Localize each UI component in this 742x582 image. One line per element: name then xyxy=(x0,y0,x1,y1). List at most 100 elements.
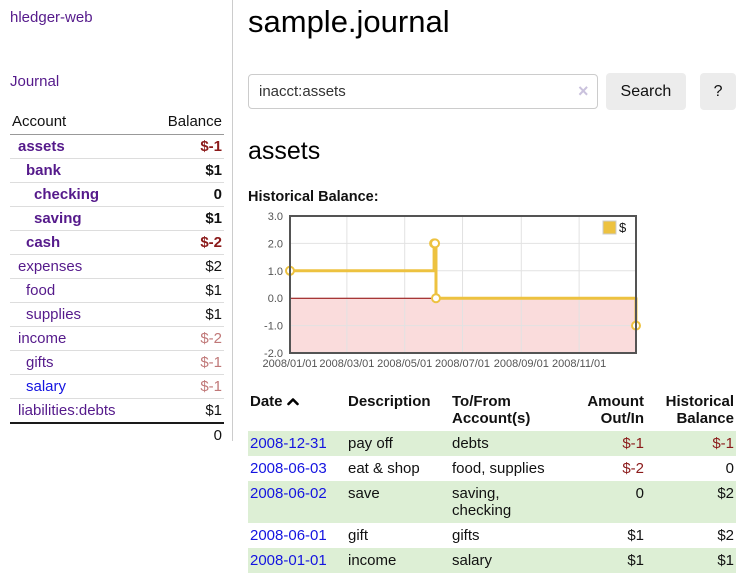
transaction-date-link[interactable]: 2008-06-02 xyxy=(250,485,327,502)
transaction-accounts: gifts xyxy=(452,527,480,544)
table-row: 2008-06-03 eat & shop food, supplies $-2… xyxy=(248,456,736,481)
svg-text:$: $ xyxy=(619,220,627,235)
account-link-gifts[interactable]: gifts xyxy=(26,354,54,371)
account-row-checking: checking 0 xyxy=(10,182,224,207)
account-balance: 0 xyxy=(147,182,224,207)
transaction-balance: $2 xyxy=(717,527,734,544)
transaction-balance: $-1 xyxy=(712,435,734,452)
transaction-amount: 0 xyxy=(635,485,644,502)
svg-text:-1.0: -1.0 xyxy=(264,321,283,333)
transaction-balance: 0 xyxy=(725,460,734,477)
account-row-gifts: gifts $-1 xyxy=(10,350,224,375)
table-row: 2008-01-01 income salary $1 $1 xyxy=(248,548,736,573)
account-row-expenses: expenses $2 xyxy=(10,254,224,279)
table-row: 2008-06-02 save saving, checking 0 $2 xyxy=(248,481,736,523)
svg-text:2008/09/01: 2008/09/01 xyxy=(494,358,549,370)
account-column-header: Account xyxy=(10,111,148,135)
search-form: × Search ? xyxy=(248,73,736,110)
transaction-date-link[interactable]: 2008-06-03 xyxy=(250,460,327,477)
account-link-checking[interactable]: checking xyxy=(34,186,100,203)
account-row-income: income $-2 xyxy=(10,326,224,351)
account-link-saving[interactable]: saving xyxy=(34,210,82,227)
transaction-description: pay off xyxy=(348,435,393,452)
account-balance: $1 xyxy=(147,278,224,303)
accounts-total-value: 0 xyxy=(147,422,224,447)
search-button[interactable]: Search xyxy=(605,73,687,110)
transaction-amount: $1 xyxy=(627,552,644,569)
account-balance: $1 xyxy=(147,302,224,327)
historical-balance-chart: 3.0 2.0 1.0 0.0 -1.0 -2.0 2008/01/01 2008/03/01… xyxy=(248,211,642,374)
account-link-assets[interactable]: assets xyxy=(18,138,65,155)
sidebar: hledger-web Journal Account Balance asse… xyxy=(0,0,233,447)
account-balance: $-1 xyxy=(147,350,224,375)
sort-asc-icon xyxy=(286,393,299,410)
sidebar-item-journal[interactable]: Journal xyxy=(10,73,60,90)
account-row-food: food $1 xyxy=(10,278,224,303)
help-button[interactable]: ? xyxy=(700,73,736,110)
transaction-accounts: debts xyxy=(452,435,489,452)
balance-column-header: Balance xyxy=(147,111,224,135)
svg-text:2008/05/01: 2008/05/01 xyxy=(377,358,432,370)
svg-text:1.0: 1.0 xyxy=(268,266,283,278)
account-link-supplies[interactable]: supplies xyxy=(26,306,82,323)
register-table-header: Date Description To/From Account(s) Amou… xyxy=(248,391,736,431)
chart-title: Historical Balance: xyxy=(248,189,379,205)
transaction-description: income xyxy=(348,552,397,569)
accounts-column-header: To/From Account(s) xyxy=(452,393,531,427)
account-row-saving: saving $1 xyxy=(10,206,224,231)
transaction-accounts: food, supplies xyxy=(452,460,545,477)
transaction-date-link[interactable]: 2008-01-01 xyxy=(250,552,327,569)
svg-text:2008/11/01: 2008/11/01 xyxy=(552,358,606,370)
transaction-accounts: salary xyxy=(452,552,493,569)
transaction-amount: $-2 xyxy=(622,460,644,477)
accounts-total-row: 0 xyxy=(10,422,224,447)
transaction-date-link[interactable]: 2008-06-01 xyxy=(250,527,327,544)
transaction-accounts: saving, checking xyxy=(452,485,512,519)
svg-text:2008/01/01: 2008/01/01 xyxy=(262,358,317,370)
account-row-salary: salary $-1 xyxy=(10,374,224,399)
accounts-table: Account Balance assets $-1 bank $1 check… xyxy=(10,111,224,447)
page-title: sample.journal xyxy=(248,4,450,39)
table-row: 2008-06-01 gift gifts $1 $2 xyxy=(248,523,736,548)
account-row-bank: bank $1 xyxy=(10,158,224,183)
account-link-liabilities-debts[interactable]: liabilities:debts xyxy=(18,402,116,419)
transaction-amount: $-1 xyxy=(622,435,644,452)
account-link-bank[interactable]: bank xyxy=(26,162,62,179)
account-balance: $-1 xyxy=(147,134,224,159)
search-input[interactable] xyxy=(248,74,598,109)
balance-column-header: Historical Balance xyxy=(665,393,734,427)
account-heading: assets xyxy=(248,137,321,165)
table-row: 2008-12-31 pay off debts $-1 $-1 xyxy=(248,431,736,456)
register-table: Date Description To/From Account(s) Amou… xyxy=(248,391,736,573)
account-link-salary[interactable]: salary xyxy=(26,378,67,395)
transaction-amount: $1 xyxy=(627,527,644,544)
account-balance: $-2 xyxy=(147,230,224,255)
transaction-date-link[interactable]: 2008-12-31 xyxy=(250,435,327,452)
account-balance: $1 xyxy=(147,398,224,424)
main-content: sample.journal × Search ? assets Histori… xyxy=(248,0,736,573)
svg-text:0.0: 0.0 xyxy=(268,293,283,305)
transaction-balance: $2 xyxy=(717,485,734,502)
svg-text:2008/07/01: 2008/07/01 xyxy=(435,358,490,370)
transaction-description: save xyxy=(348,485,380,502)
description-column-header: Description xyxy=(348,393,431,410)
svg-text:-2.0: -2.0 xyxy=(264,348,283,360)
account-link-food[interactable]: food xyxy=(26,282,56,299)
account-link-cash[interactable]: cash xyxy=(26,234,61,251)
svg-text:2.0: 2.0 xyxy=(268,238,283,250)
account-row-supplies: supplies $1 xyxy=(10,302,224,327)
account-row-assets: assets $-1 xyxy=(10,134,224,159)
account-link-income[interactable]: income xyxy=(18,330,67,347)
account-balance: $-2 xyxy=(147,326,224,351)
account-balance: $1 xyxy=(147,158,224,183)
svg-text:3.0: 3.0 xyxy=(268,212,283,223)
account-balance: $2 xyxy=(147,254,224,279)
transaction-description: eat & shop xyxy=(348,460,420,477)
amount-column-header: Amount Out/In xyxy=(587,393,644,427)
app-title-link[interactable]: hledger-web xyxy=(10,9,93,26)
account-link-expenses[interactable]: expenses xyxy=(18,258,83,275)
transaction-balance: $1 xyxy=(717,552,734,569)
clear-search-icon[interactable]: × xyxy=(578,81,589,101)
date-column-header[interactable]: Date xyxy=(248,391,346,431)
